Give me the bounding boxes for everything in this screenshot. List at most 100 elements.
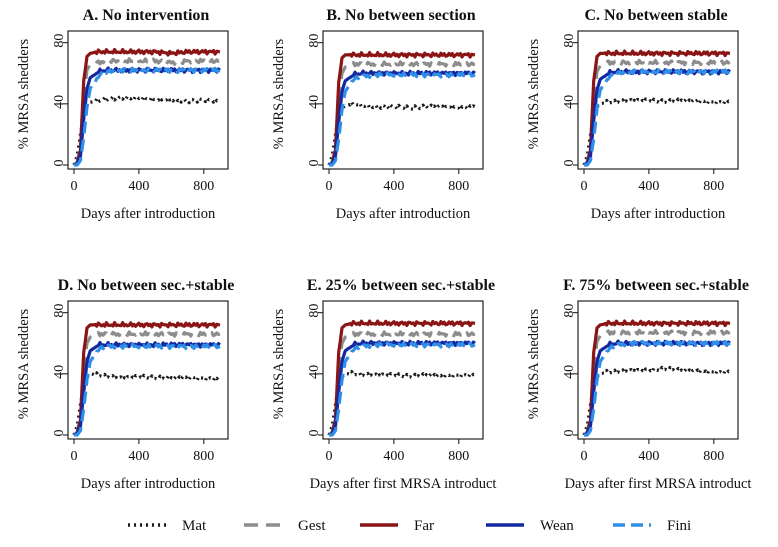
y-axis-label: % MRSA shedders xyxy=(16,38,32,149)
x-tick-label: 400 xyxy=(128,179,149,194)
y-tick-label: 0 xyxy=(562,430,577,437)
series-line-gest xyxy=(582,58,731,167)
legend-label-mat: Mat xyxy=(182,518,207,534)
y-axis-label: % MRSA shedders xyxy=(271,38,287,149)
series-line-wean xyxy=(73,340,221,437)
panel-title: F. 75% between sec.+stable xyxy=(563,277,749,294)
x-tick-label: 400 xyxy=(128,449,149,464)
y-tick-label: 80 xyxy=(307,34,322,48)
series-line-mat xyxy=(582,365,731,436)
series-line-wean xyxy=(328,339,476,437)
plot-frame xyxy=(577,30,739,170)
y-tick-label: 80 xyxy=(307,304,322,318)
plot-frame xyxy=(67,30,229,170)
y-tick-label: 80 xyxy=(562,34,577,48)
x-tick-label: 800 xyxy=(703,449,724,464)
series-line-fini xyxy=(74,66,221,167)
x-axis-label: Days after first MRSA introduct xyxy=(565,476,752,492)
x-axis-label: Days after introduction xyxy=(81,476,216,492)
panel-title: C. No between stable xyxy=(584,7,727,24)
series-line-fini xyxy=(74,342,221,437)
series-line-mat xyxy=(72,371,221,436)
y-tick-label: 80 xyxy=(52,304,67,318)
panel-4 xyxy=(318,300,484,444)
y-tick-label: 40 xyxy=(562,95,577,109)
panel-title: A. No intervention xyxy=(83,7,210,24)
series-line-wean xyxy=(583,339,731,437)
plot-frame xyxy=(577,300,739,440)
series-line-mat xyxy=(327,100,476,166)
series-line-mat xyxy=(582,97,731,166)
series-line-far xyxy=(328,319,476,437)
x-tick-label: 400 xyxy=(638,449,659,464)
panel-5 xyxy=(573,300,739,444)
series-line-mat xyxy=(72,94,222,166)
x-tick-label: 400 xyxy=(383,449,404,464)
series-line-fini xyxy=(584,339,731,437)
legend-label-fini: Fini xyxy=(667,518,691,534)
plot-frame xyxy=(322,300,484,440)
y-tick-label: 0 xyxy=(52,430,67,437)
series-line-gest xyxy=(327,330,476,437)
y-axis-label: % MRSA shedders xyxy=(271,308,287,419)
y-tick-label: 40 xyxy=(307,95,322,109)
y-tick-label: 80 xyxy=(562,304,577,318)
series-line-far xyxy=(328,51,476,167)
panel-title: D. No between sec.+stable xyxy=(58,277,235,294)
panel-title: E. 25% between sec.+stable xyxy=(307,277,495,294)
x-axis-label: Days after first MRSA introduct xyxy=(310,476,497,492)
plot-frame xyxy=(322,30,484,170)
series-line-fini xyxy=(329,71,476,167)
series-line-gest xyxy=(72,330,221,437)
panel-1 xyxy=(318,30,484,174)
panel-3 xyxy=(63,300,229,444)
x-tick-label: 800 xyxy=(193,179,214,194)
legend-label-far: Far xyxy=(414,518,434,534)
series-line-fini xyxy=(584,68,731,167)
y-tick-label: 80 xyxy=(52,34,67,48)
x-axis-label: Days after introduction xyxy=(336,206,471,222)
y-tick-label: 40 xyxy=(307,365,322,379)
x-tick-label: 800 xyxy=(193,449,214,464)
x-tick-label: 400 xyxy=(638,179,659,194)
legend-label-wean: Wean xyxy=(540,518,574,534)
series-line-mat xyxy=(327,370,476,436)
x-axis-label: Days after introduction xyxy=(591,206,726,222)
y-tick-label: 0 xyxy=(52,160,67,167)
x-tick-label: 0 xyxy=(71,449,78,464)
panel-title: B. No between section xyxy=(326,7,475,24)
series-line-gest xyxy=(72,57,221,167)
series-line-far xyxy=(73,47,221,167)
series-line-far xyxy=(583,319,731,437)
panel-2 xyxy=(573,30,739,174)
x-tick-label: 0 xyxy=(326,449,333,464)
y-tick-label: 40 xyxy=(52,365,67,379)
series-line-fini xyxy=(329,341,476,437)
x-tick-label: 400 xyxy=(383,179,404,194)
series-line-gest xyxy=(327,60,476,167)
x-tick-label: 0 xyxy=(581,449,588,464)
x-tick-label: 800 xyxy=(448,449,469,464)
y-axis-label: % MRSA shedders xyxy=(526,38,542,149)
legend-label-gest: Gest xyxy=(298,518,326,534)
series-line-wean xyxy=(328,69,476,167)
y-tick-label: 0 xyxy=(562,160,577,167)
x-tick-label: 800 xyxy=(703,179,724,194)
series-line-wean xyxy=(73,66,221,167)
panel-0 xyxy=(63,30,229,174)
x-axis-label: Days after introduction xyxy=(81,206,216,222)
x-tick-label: 0 xyxy=(326,179,333,194)
series-line-far xyxy=(583,49,731,167)
y-tick-label: 40 xyxy=(562,365,577,379)
y-axis-label: % MRSA shedders xyxy=(16,308,32,419)
series-line-far xyxy=(73,321,221,437)
x-tick-label: 0 xyxy=(71,179,78,194)
series-line-gest xyxy=(582,328,731,437)
x-tick-label: 800 xyxy=(448,179,469,194)
y-tick-label: 0 xyxy=(307,160,322,167)
y-tick-label: 0 xyxy=(307,430,322,437)
series-line-wean xyxy=(583,68,731,167)
x-tick-label: 0 xyxy=(581,179,588,194)
